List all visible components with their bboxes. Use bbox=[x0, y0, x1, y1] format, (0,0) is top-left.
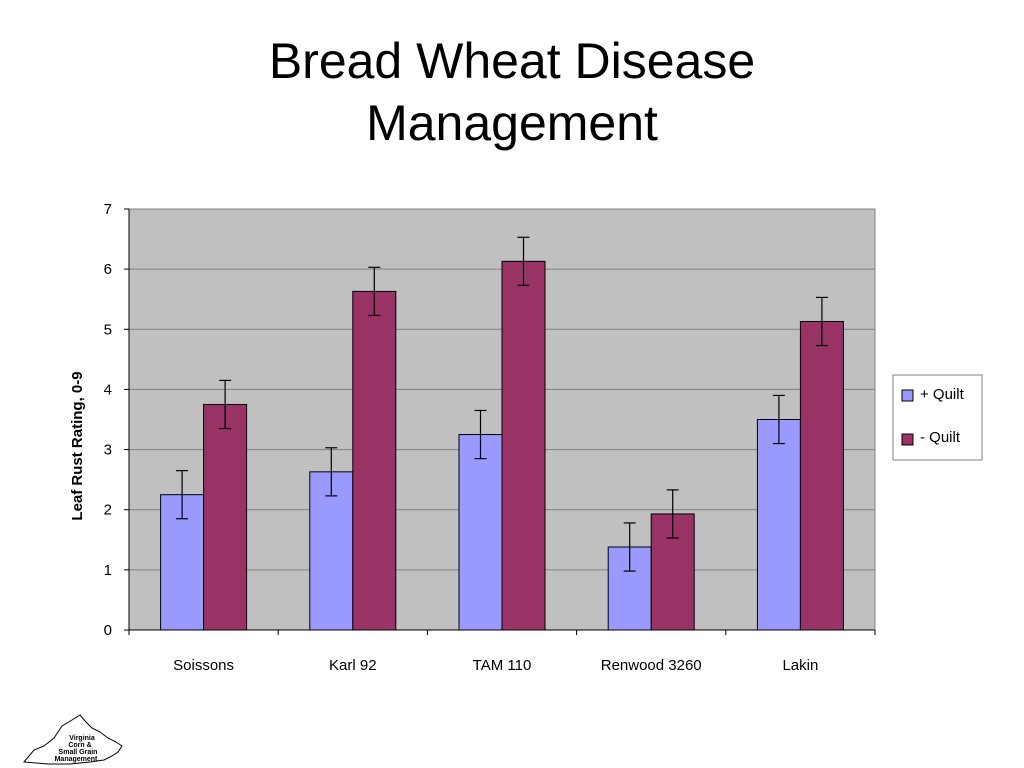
logo-text-line-2: Corn & bbox=[68, 742, 91, 749]
bar-plus-quilt-4 bbox=[756, 419, 801, 631]
legend-box bbox=[892, 374, 983, 461]
x-tick-label-4: Lakin bbox=[782, 657, 818, 674]
legend-label-minus-quilt: - Quilt bbox=[920, 429, 961, 446]
error-bars bbox=[176, 236, 828, 572]
x-tick-labels: Soissons Karl 92 TAM 110 Renwood 3260 Lakin bbox=[173, 657, 818, 674]
y-tick-label-2: 2 bbox=[104, 502, 112, 519]
x-tick-label-0: Soissons bbox=[173, 657, 234, 674]
y-tick-label-7: 7 bbox=[104, 201, 112, 218]
bar-minus-quilt-2 bbox=[501, 260, 546, 631]
bar-minus-quilt-1 bbox=[352, 290, 397, 631]
bar-minus-quilt-0 bbox=[203, 403, 248, 631]
legend: + Quilt - Quilt bbox=[892, 374, 983, 461]
y-tick-label-5: 5 bbox=[104, 321, 112, 338]
x-tick-label-3: Renwood 3260 bbox=[601, 657, 702, 674]
bars bbox=[160, 260, 844, 631]
y-tick-label-4: 4 bbox=[104, 381, 112, 398]
slide-title: Bread Wheat Disease Management bbox=[0, 30, 1024, 154]
slide-title-line-1: Bread Wheat Disease bbox=[268, 33, 756, 89]
logo-text-line-3: Small Grain bbox=[59, 749, 98, 756]
virginia-logo: Virginia Corn & Small Grain Management bbox=[23, 714, 123, 765]
legend-swatch-plus-quilt bbox=[901, 389, 914, 402]
y-tick-label-3: 3 bbox=[104, 442, 112, 459]
virginia-state-outline-icon bbox=[23, 714, 123, 765]
slide-title-line-2: Management bbox=[366, 95, 658, 151]
y-tick-labels: 0 1 2 3 4 5 6 7 bbox=[104, 201, 112, 639]
x-tick-label-2: TAM 110 bbox=[473, 657, 532, 674]
y-tick-label-0: 0 bbox=[104, 622, 112, 639]
bar-plus-quilt-2 bbox=[458, 434, 503, 631]
y-tick-label-6: 6 bbox=[104, 261, 112, 278]
x-tick-label-1: Karl 92 bbox=[329, 657, 377, 674]
y-tick-label-1: 1 bbox=[104, 562, 112, 579]
legend-swatch-minus-quilt bbox=[901, 433, 914, 446]
legend-label-plus-quilt: + Quilt bbox=[920, 386, 965, 403]
bar-minus-quilt-4 bbox=[799, 320, 844, 631]
logo-text-line-4: Management bbox=[55, 756, 98, 763]
logo-text-line-1: Virginia bbox=[69, 735, 95, 742]
axes bbox=[124, 208, 876, 635]
y-axis-title: Leaf Rust Rating, 0-9 bbox=[69, 371, 86, 520]
